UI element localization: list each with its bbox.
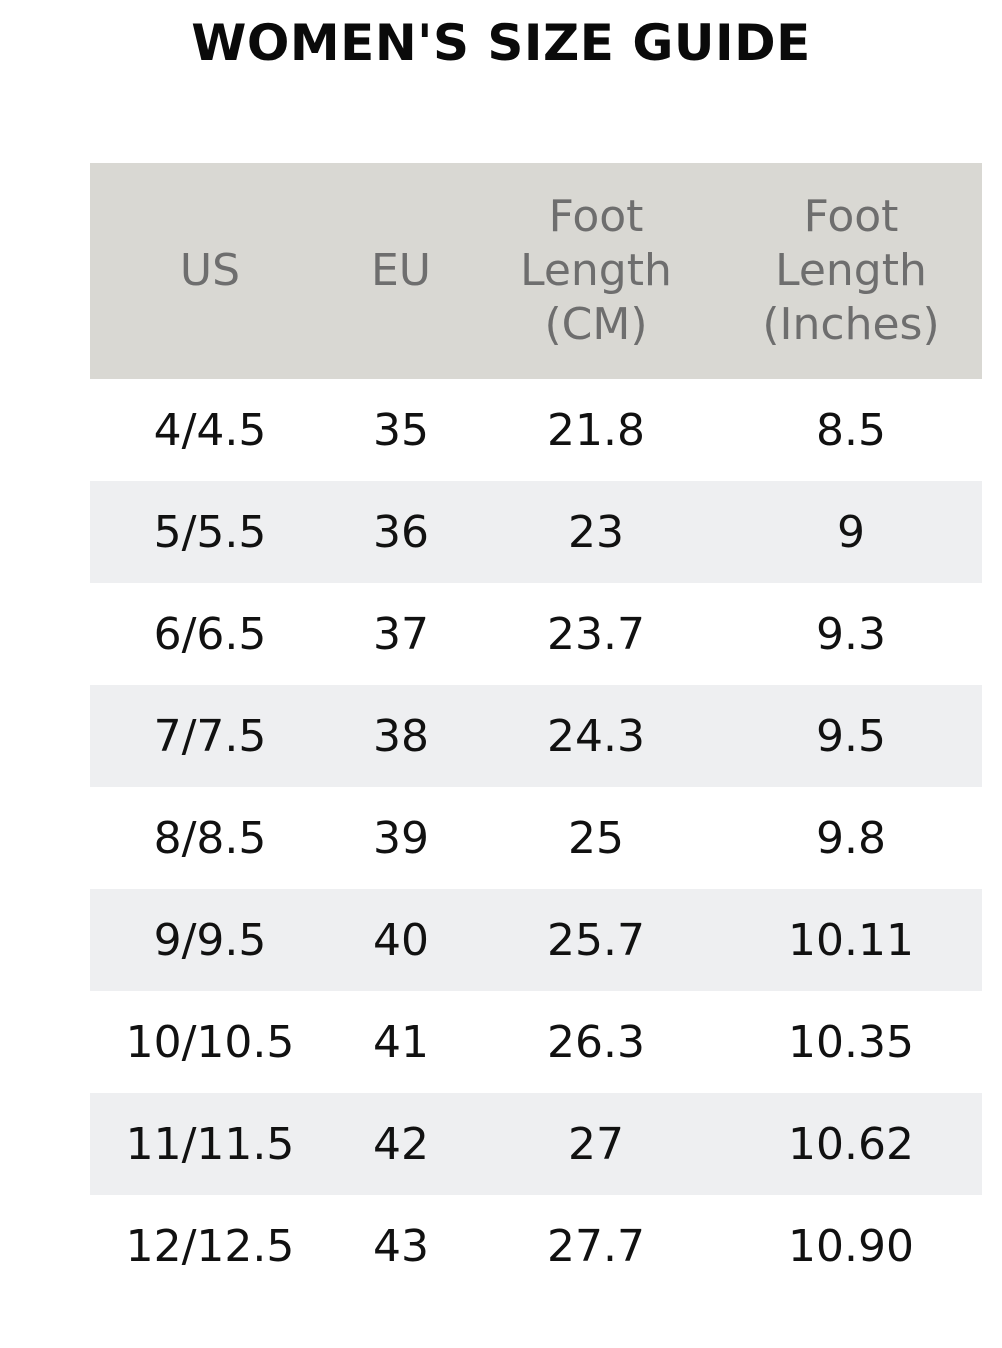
- table-row: 4/4.5 35 21.8 8.5: [90, 379, 982, 481]
- header-cm-line-1: Foot: [548, 191, 644, 242]
- header-us-line: US: [179, 245, 241, 296]
- header-cm-line-2: Length: [520, 245, 672, 296]
- cell-inches: 10.62: [788, 1118, 914, 1170]
- cell-eu: 43: [373, 1220, 429, 1272]
- table-row: 6/6.5 37 23.7 9.3: [90, 583, 982, 685]
- cell-eu: 40: [373, 914, 429, 966]
- cell-cm: 27.7: [547, 1220, 645, 1272]
- cell-inches: 10.35: [788, 1016, 914, 1068]
- cell-eu: 41: [373, 1016, 429, 1068]
- cell-us: 4/4.5: [153, 404, 267, 456]
- cell-cm: 26.3: [547, 1016, 645, 1068]
- header-us: US: [90, 163, 330, 379]
- cell-eu: 42: [373, 1118, 429, 1170]
- table-row: 8/8.5 39 25 9.8: [90, 787, 982, 889]
- cell-us: 12/12.5: [125, 1220, 295, 1272]
- header-foot-length-inches: Foot Length (Inches): [720, 163, 982, 379]
- cell-us: 11/11.5: [125, 1118, 295, 1170]
- cell-us: 7/7.5: [153, 710, 267, 762]
- page-title: WOMEN'S SIZE GUIDE: [191, 14, 811, 72]
- table-row: 9/9.5 40 25.7 10.11: [90, 889, 982, 991]
- header-cm-line-3: (CM): [544, 299, 648, 350]
- header-inches-line-3: (Inches): [762, 299, 940, 350]
- cell-cm: 21.8: [547, 404, 645, 456]
- cell-cm: 27: [568, 1118, 624, 1170]
- cell-inches: 10.11: [788, 914, 914, 966]
- cell-us: 10/10.5: [125, 1016, 295, 1068]
- cell-inches: 9.3: [816, 608, 886, 660]
- cell-eu: 35: [373, 404, 429, 456]
- cell-eu: 38: [373, 710, 429, 762]
- cell-cm: 25: [568, 812, 624, 864]
- table-row: 11/11.5 42 27 10.62: [90, 1093, 982, 1195]
- cell-cm: 23.7: [547, 608, 645, 660]
- table-header-row: US EU Foot Length (CM) Foot Length (Inch…: [90, 163, 982, 379]
- table-row: 5/5.5 36 23 9: [90, 481, 982, 583]
- cell-inches: 9.5: [816, 710, 886, 762]
- cell-eu: 39: [373, 812, 429, 864]
- cell-us: 5/5.5: [153, 506, 267, 558]
- cell-us: 6/6.5: [153, 608, 267, 660]
- header-eu-line: EU: [370, 245, 431, 296]
- header-inches-line-1: Foot: [803, 191, 899, 242]
- header-foot-length-cm: Foot Length (CM): [472, 163, 720, 379]
- header-inches-line-2: Length: [775, 245, 927, 296]
- cell-cm: 23: [568, 506, 624, 558]
- cell-us: 9/9.5: [153, 914, 267, 966]
- table-row: 7/7.5 38 24.3 9.5: [90, 685, 982, 787]
- table-row: 12/12.5 43 27.7 10.90: [90, 1195, 982, 1297]
- cell-inches: 10.90: [788, 1220, 914, 1272]
- table-row: 10/10.5 41 26.3 10.35: [90, 991, 982, 1093]
- cell-inches: 8.5: [816, 404, 886, 456]
- cell-eu: 36: [373, 506, 429, 558]
- cell-inches: 9: [837, 506, 865, 558]
- cell-inches: 9.8: [816, 812, 886, 864]
- size-guide-table: US EU Foot Length (CM) Foot Length (Inch…: [90, 163, 982, 1297]
- cell-eu: 37: [373, 608, 429, 660]
- cell-us: 8/8.5: [153, 812, 267, 864]
- cell-cm: 25.7: [547, 914, 645, 966]
- header-eu: EU: [330, 163, 472, 379]
- cell-cm: 24.3: [547, 710, 645, 762]
